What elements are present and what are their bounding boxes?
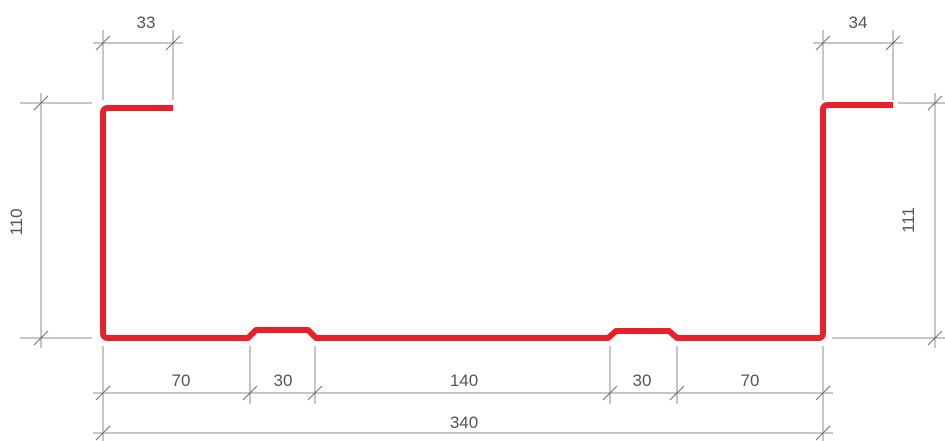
tick-bottom-1 xyxy=(242,385,258,401)
tick-top-right-a xyxy=(815,35,831,51)
dim-label-bottom-segment: 30 xyxy=(633,371,652,390)
dimension-lines xyxy=(40,42,936,434)
dim-label-left-height: 110 xyxy=(7,208,26,235)
tick-bottom-4 xyxy=(669,385,685,401)
dim-label-top-right-flange: 34 xyxy=(849,13,868,32)
tick-left-bottom xyxy=(33,330,49,346)
tick-right-bottom xyxy=(927,330,943,346)
dim-label-bottom-segment: 70 xyxy=(741,371,760,390)
tick-top-left-b xyxy=(165,35,181,51)
dim-label-top-left-flange: 33 xyxy=(137,13,156,32)
dim-label-bottom-segment: 70 xyxy=(172,371,191,390)
tick-bottom-0 xyxy=(95,385,111,401)
tick-right-top xyxy=(927,95,943,111)
tick-bottom-2 xyxy=(307,385,323,401)
tick-overall-left xyxy=(95,425,111,441)
tick-top-left-a xyxy=(95,35,111,51)
dimension-labels: 33 34 110 111 70 30 140 30 70 340 xyxy=(7,13,918,432)
dim-label-overall-width: 340 xyxy=(450,413,478,432)
tick-left-top xyxy=(33,95,49,111)
extension-lines xyxy=(20,30,945,441)
tick-marks xyxy=(33,35,943,441)
dim-label-bottom-segment: 140 xyxy=(450,371,478,390)
tick-overall-right xyxy=(815,425,831,441)
steel-profile-outline xyxy=(100,102,893,341)
dim-label-bottom-segment: 30 xyxy=(274,371,293,390)
tick-bottom-5 xyxy=(815,385,831,401)
tick-top-right-b xyxy=(885,35,901,51)
tick-bottom-3 xyxy=(602,385,618,401)
dim-label-right-height: 111 xyxy=(899,207,918,233)
